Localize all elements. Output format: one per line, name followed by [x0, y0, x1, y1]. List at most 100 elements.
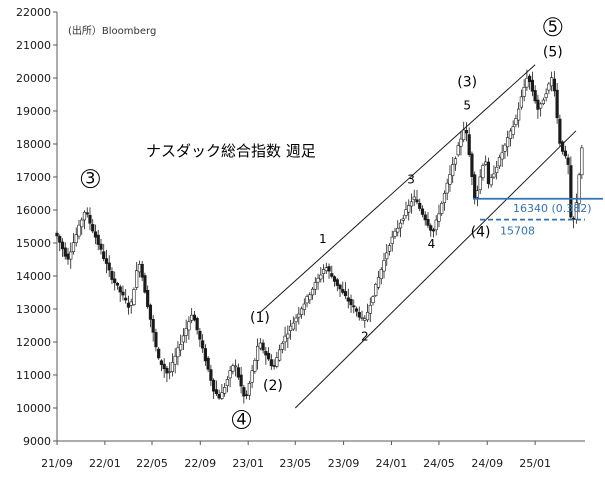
- candle-body: [357, 312, 361, 318]
- candle-body: [338, 284, 342, 290]
- candle-body: [203, 348, 207, 362]
- candle-body: [272, 365, 276, 367]
- candle-body: [74, 234, 78, 244]
- candle-body: [239, 374, 243, 387]
- candle-body: [379, 268, 383, 280]
- wave-paren-label: (1): [250, 310, 270, 326]
- candle-body: [508, 130, 513, 139]
- candle-body: [242, 387, 246, 397]
- candle-body: [104, 258, 109, 264]
- candle-body: [250, 370, 254, 383]
- candle-body: [266, 352, 271, 360]
- candle-body: [506, 137, 510, 148]
- candle-body: [247, 383, 251, 396]
- candle-body: [495, 166, 499, 173]
- candle-body: [368, 304, 372, 314]
- candle-body: [291, 322, 295, 330]
- candle-body: [341, 289, 345, 293]
- candle-body: [154, 332, 158, 348]
- candle-body: [212, 379, 216, 392]
- y-tick-label: 14000: [16, 270, 51, 283]
- candle-body: [151, 318, 155, 333]
- y-axis: 9000 10000 11000 12000 13000 14000 15000 16000 1…: [16, 6, 58, 448]
- candle-body: [217, 393, 221, 399]
- candle-body: [467, 134, 471, 156]
- wave-minor-label: 2: [361, 329, 369, 343]
- chart-title: ナスダック総合指数 週足: [146, 142, 316, 160]
- candle-body: [376, 277, 381, 288]
- candle-body: [445, 182, 449, 194]
- candle-body: [489, 177, 493, 186]
- candle-body: [214, 389, 218, 395]
- candle-body: [99, 243, 103, 250]
- candle-body: [409, 201, 414, 207]
- y-tick-label: 15000: [16, 237, 51, 250]
- candle-body: [264, 350, 268, 356]
- candle-body: [305, 296, 309, 304]
- fibonacci-levels: 16340 (0.382) 15708: [473, 197, 603, 238]
- candle-body: [412, 196, 416, 200]
- candle-body: [192, 314, 196, 321]
- candle-body: [434, 219, 438, 231]
- x-tick-label: 22/05: [136, 457, 168, 470]
- candle-body: [497, 157, 502, 167]
- candle-body: [335, 279, 339, 286]
- candle-body: [382, 260, 386, 272]
- candle-body: [165, 367, 169, 374]
- candle-body: [442, 193, 447, 203]
- source-label: (出所）Bloomberg: [68, 24, 156, 37]
- y-tick-label: 16000: [16, 204, 51, 217]
- x-tick-label: 25/01: [519, 457, 551, 470]
- candle-body: [319, 274, 323, 280]
- candle-body: [261, 342, 265, 351]
- candle-body: [157, 348, 161, 359]
- x-tick-label: 24/05: [423, 457, 455, 470]
- candle-body: [324, 267, 328, 272]
- candle-body: [530, 79, 534, 92]
- y-tick-label: 13000: [16, 303, 51, 316]
- y-tick-label: 11000: [16, 369, 51, 382]
- y-tick-label: 17000: [16, 171, 51, 184]
- candle-body: [431, 229, 436, 232]
- candle-body: [473, 174, 477, 198]
- candle-body: [577, 174, 581, 204]
- candle-body: [181, 335, 186, 343]
- y-tick-label: 20000: [16, 72, 51, 85]
- candle-body: [533, 90, 537, 102]
- candle-body: [126, 302, 131, 308]
- candle-body: [60, 241, 65, 250]
- candle-body: [286, 333, 290, 339]
- wave-labels: 3 4 5 (1) (2) (3) (4) (5) 1 2 3 4 5: [80, 17, 563, 429]
- wave-paren-label: (3): [457, 74, 477, 90]
- candle-body: [390, 236, 394, 244]
- x-axis: 21/09 22/01 22/05 22/09 23/01 23/05 23/09 24/01…: [41, 440, 585, 470]
- candle-body: [236, 367, 240, 378]
- candle-body: [437, 213, 441, 222]
- candle-body: [528, 75, 532, 82]
- candle-body: [360, 317, 364, 319]
- x-tick-label: 22/01: [89, 457, 121, 470]
- candle-body: [77, 224, 81, 237]
- trend-channel: [260, 64, 577, 409]
- candle-body: [302, 303, 306, 310]
- candle-body: [385, 252, 389, 260]
- candle-body: [168, 371, 172, 373]
- candle-body: [69, 251, 73, 260]
- candle-body: [387, 245, 392, 252]
- candle-body: [71, 242, 76, 252]
- candle-body: [440, 202, 444, 214]
- wave-circle-label: 4: [236, 410, 246, 429]
- candle-body: [316, 277, 320, 283]
- candle-body: [234, 365, 238, 368]
- candle-body: [448, 174, 452, 185]
- level-15708-label: 15708: [500, 225, 535, 238]
- x-tick-label: 22/09: [184, 457, 216, 470]
- y-tick-label: 22000: [16, 6, 51, 19]
- candle-body: [93, 231, 98, 238]
- candle-body: [88, 214, 92, 224]
- candle-body: [456, 145, 460, 156]
- candle-body: [110, 271, 114, 280]
- wave-paren-label: (4): [471, 224, 491, 240]
- candle-body: [170, 362, 175, 372]
- candle-body: [547, 83, 551, 91]
